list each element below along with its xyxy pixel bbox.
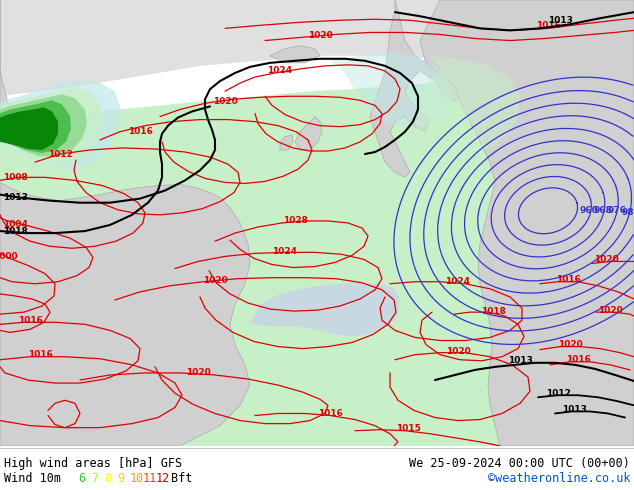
Text: 1004: 1004 <box>3 220 27 229</box>
Text: 1024: 1024 <box>268 67 292 75</box>
Text: 1028: 1028 <box>283 217 307 225</box>
Text: 1024: 1024 <box>446 277 470 286</box>
Text: 1015: 1015 <box>396 424 420 433</box>
Text: 1020: 1020 <box>558 340 583 349</box>
Text: 1000: 1000 <box>0 252 17 261</box>
Text: 1012: 1012 <box>546 389 571 398</box>
Text: 1018: 1018 <box>481 307 505 316</box>
Text: 11: 11 <box>143 472 157 485</box>
Text: 968: 968 <box>594 206 613 215</box>
Text: 1016: 1016 <box>536 21 560 30</box>
Text: 10: 10 <box>130 472 145 485</box>
Text: 1013: 1013 <box>3 193 27 202</box>
Polygon shape <box>0 94 87 157</box>
Text: High wind areas [hPa] GFS: High wind areas [hPa] GFS <box>4 457 182 470</box>
Polygon shape <box>0 0 634 96</box>
Text: 960: 960 <box>580 206 598 215</box>
Text: 1008: 1008 <box>3 173 27 182</box>
Polygon shape <box>370 0 460 177</box>
Text: 1016: 1016 <box>18 316 42 325</box>
Polygon shape <box>415 56 520 155</box>
Text: 12: 12 <box>156 472 171 485</box>
Polygon shape <box>0 79 120 170</box>
Text: 1020: 1020 <box>212 97 237 106</box>
Text: 1018: 1018 <box>3 226 27 236</box>
Polygon shape <box>295 117 322 150</box>
Text: 1020: 1020 <box>446 347 470 356</box>
Polygon shape <box>250 282 400 337</box>
Polygon shape <box>420 0 634 446</box>
Text: 1016: 1016 <box>318 409 342 418</box>
Text: We 25-09-2024 00:00 UTC (00+00): We 25-09-2024 00:00 UTC (00+00) <box>409 457 630 470</box>
Text: 1013: 1013 <box>548 16 573 25</box>
Text: 6: 6 <box>78 472 85 485</box>
Text: 1020: 1020 <box>307 31 332 40</box>
Text: 1020: 1020 <box>203 276 228 285</box>
Text: Wind 10m: Wind 10m <box>4 472 61 485</box>
Text: 1012: 1012 <box>48 149 72 159</box>
Text: 1013: 1013 <box>508 356 533 365</box>
Text: 976: 976 <box>608 206 627 215</box>
Text: 1020: 1020 <box>593 255 618 264</box>
Text: 984: 984 <box>622 208 634 218</box>
Polygon shape <box>0 182 250 446</box>
Text: 7: 7 <box>91 472 98 485</box>
Text: 1016: 1016 <box>555 275 581 284</box>
Text: Bft: Bft <box>171 472 192 485</box>
Polygon shape <box>270 46 320 63</box>
Polygon shape <box>280 135 293 150</box>
Text: 1013: 1013 <box>562 405 586 414</box>
Polygon shape <box>0 107 58 150</box>
Polygon shape <box>0 87 103 164</box>
Text: ©weatheronline.co.uk: ©weatheronline.co.uk <box>488 472 630 485</box>
Text: 1020: 1020 <box>186 368 210 377</box>
Text: 1016: 1016 <box>566 355 590 364</box>
Text: 1020: 1020 <box>598 306 623 315</box>
Text: 1016: 1016 <box>127 127 152 136</box>
Polygon shape <box>0 79 634 446</box>
Text: 8: 8 <box>104 472 111 485</box>
Text: 1016: 1016 <box>27 350 53 359</box>
Text: 1024: 1024 <box>273 247 297 256</box>
Polygon shape <box>0 100 71 153</box>
Polygon shape <box>330 53 452 128</box>
Text: 9: 9 <box>117 472 124 485</box>
Polygon shape <box>0 0 20 142</box>
